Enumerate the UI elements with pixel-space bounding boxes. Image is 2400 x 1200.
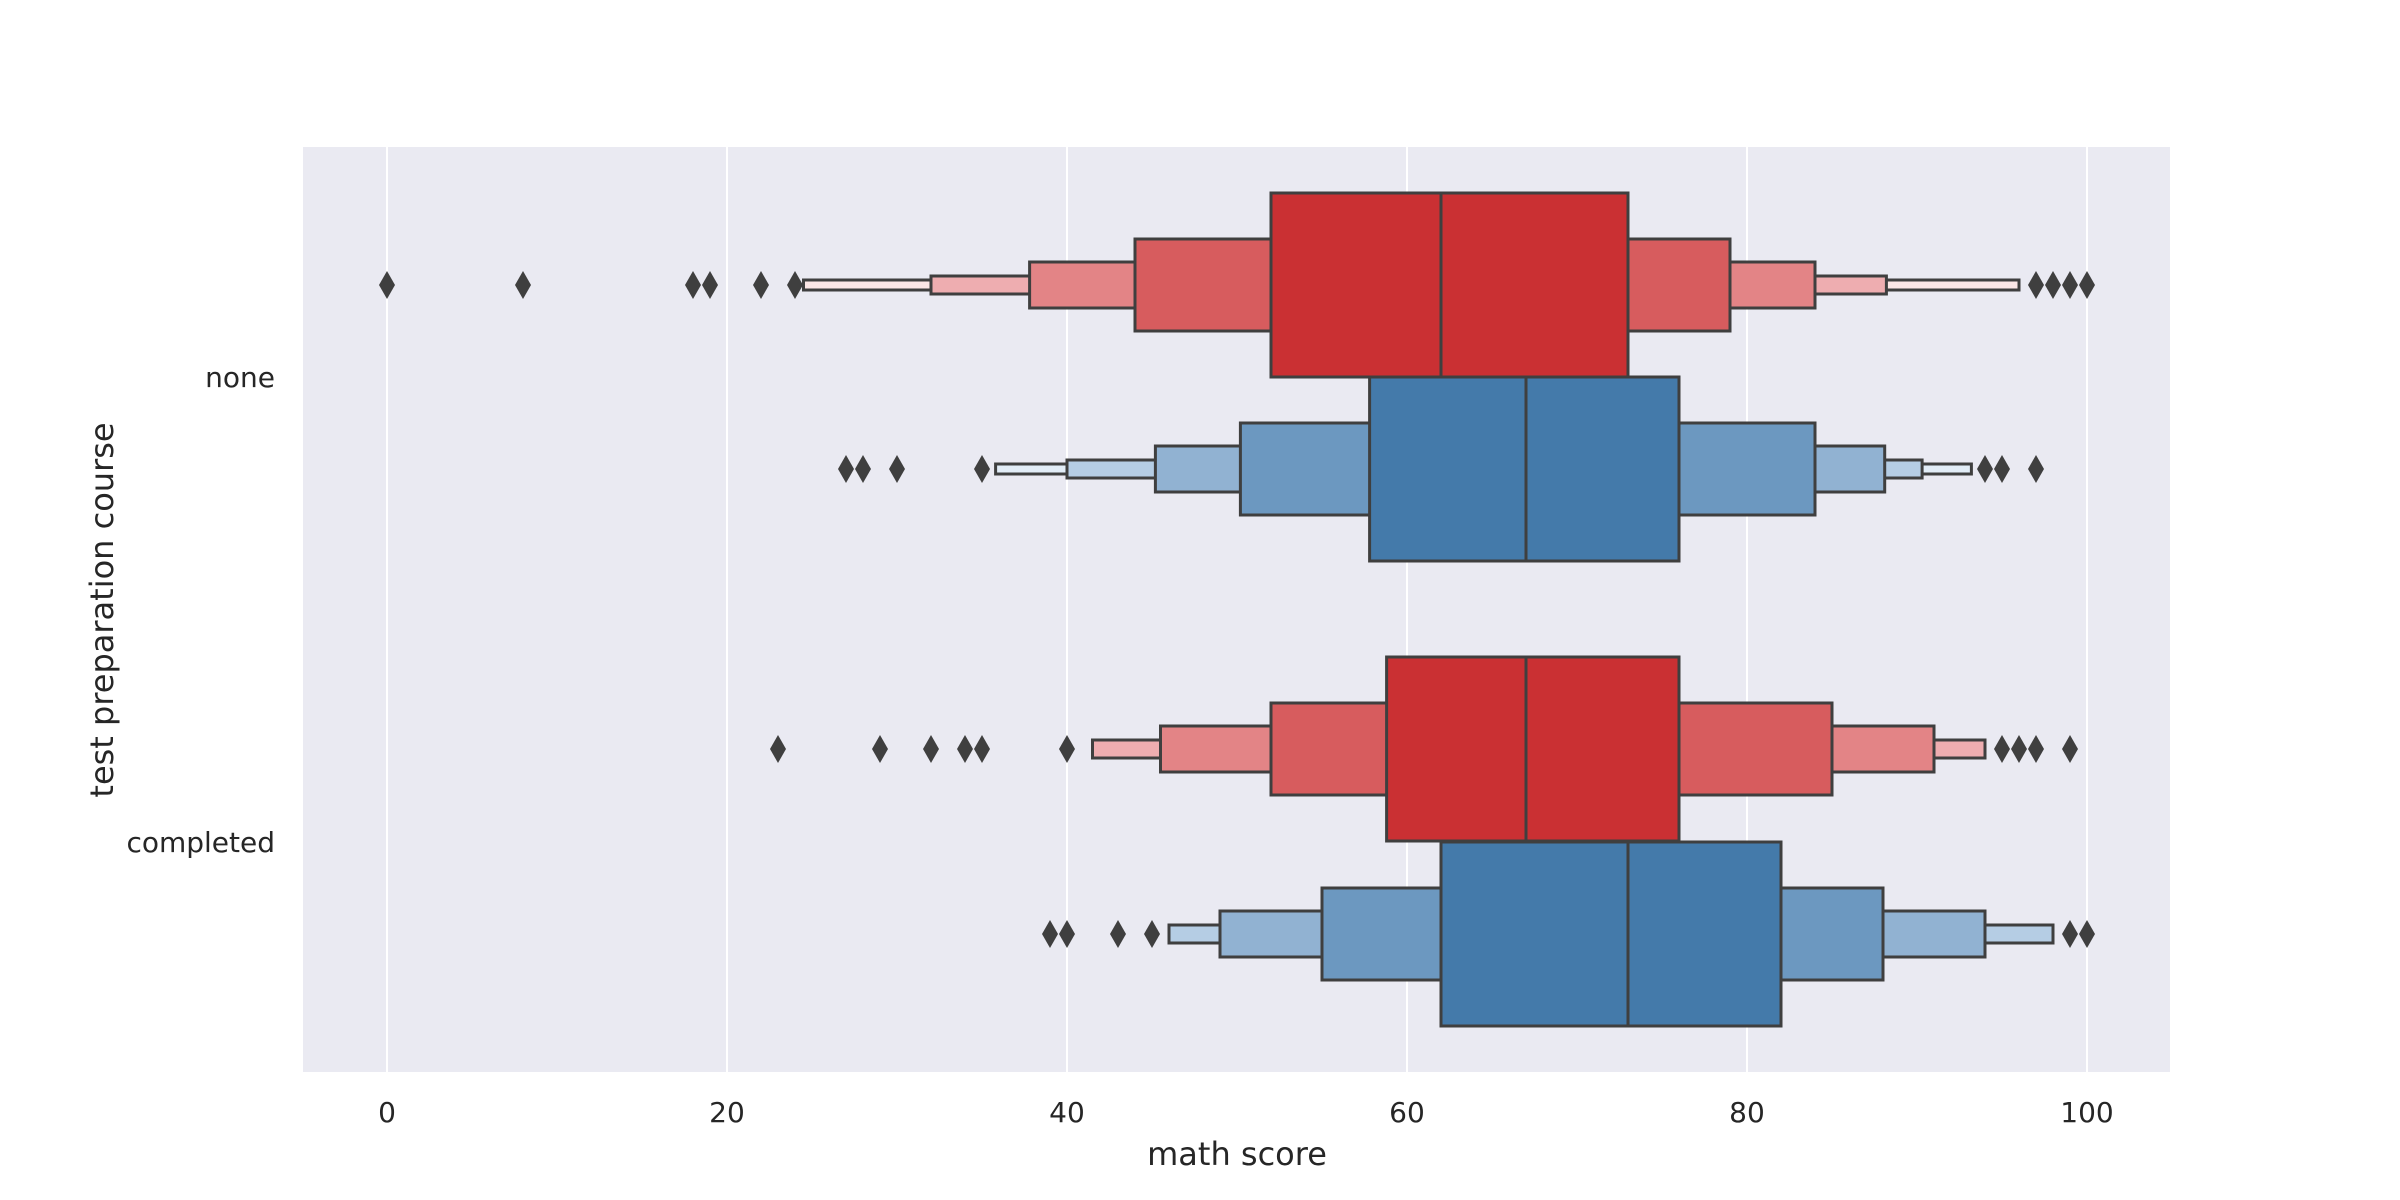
- outlier-point: [702, 271, 718, 299]
- boxen-blue-completed: [1042, 840, 2095, 1028]
- boxen-box-level-1: [1368, 375, 1681, 563]
- outlier-point: [1144, 920, 1160, 948]
- outlier-point: [1042, 920, 1058, 948]
- outlier-point: [1977, 455, 1993, 483]
- outlier-point: [1110, 920, 1126, 948]
- outlier-point: [2028, 271, 2044, 299]
- boxen-red-none: [379, 191, 2095, 379]
- boxen-box-level-1: [1439, 840, 1783, 1028]
- outlier-point: [2028, 735, 2044, 763]
- outlier-point: [1059, 920, 1075, 948]
- outlier-point: [770, 735, 786, 763]
- outlier-point: [923, 735, 939, 763]
- outlier-point: [515, 271, 531, 299]
- outlier-point: [753, 271, 769, 299]
- outlier-point: [872, 735, 888, 763]
- outlier-point: [974, 455, 990, 483]
- y-axis-label: test preparation course: [83, 422, 121, 797]
- outlier-point: [685, 271, 701, 299]
- outlier-point: [974, 735, 990, 763]
- boxen-box-level-1: [1385, 655, 1681, 843]
- outlier-point: [889, 455, 905, 483]
- outlier-point: [787, 271, 803, 299]
- x-tick-label: 100: [2060, 1096, 2113, 1129]
- outlier-point: [2079, 271, 2095, 299]
- outlier-point: [2079, 920, 2095, 948]
- outlier-point: [2028, 455, 2044, 483]
- outlier-point: [1994, 455, 2010, 483]
- x-tick-label: 40: [1049, 1096, 1085, 1129]
- outlier-point: [2011, 735, 2027, 763]
- outlier-point: [2062, 271, 2078, 299]
- y-tick-label: completed: [126, 826, 275, 859]
- outlier-point: [1994, 735, 2010, 763]
- x-tick-label: 20: [709, 1096, 745, 1129]
- outlier-point: [838, 455, 854, 483]
- boxen-blue-none: [838, 375, 2044, 563]
- outlier-point: [2062, 920, 2078, 948]
- x-tick-label: 0: [378, 1096, 396, 1129]
- outlier-point: [1059, 735, 1075, 763]
- outlier-point: [957, 735, 973, 763]
- outlier-point: [379, 271, 395, 299]
- boxen-box-level-1: [1269, 191, 1630, 379]
- boxen-series: [379, 191, 2095, 1028]
- x-tick-label: 60: [1389, 1096, 1425, 1129]
- x-tick-labels: 0 20 40 60 80 100: [378, 1096, 2114, 1129]
- y-tick-label: none: [205, 361, 275, 394]
- y-tick-labels: none completed: [126, 361, 275, 859]
- boxen-red-completed: [770, 655, 2078, 843]
- x-tick-label: 80: [1729, 1096, 1765, 1129]
- outlier-point: [2062, 735, 2078, 763]
- x-axis-label: math score: [1147, 1135, 1327, 1173]
- outlier-point: [2045, 271, 2061, 299]
- outlier-point: [855, 455, 871, 483]
